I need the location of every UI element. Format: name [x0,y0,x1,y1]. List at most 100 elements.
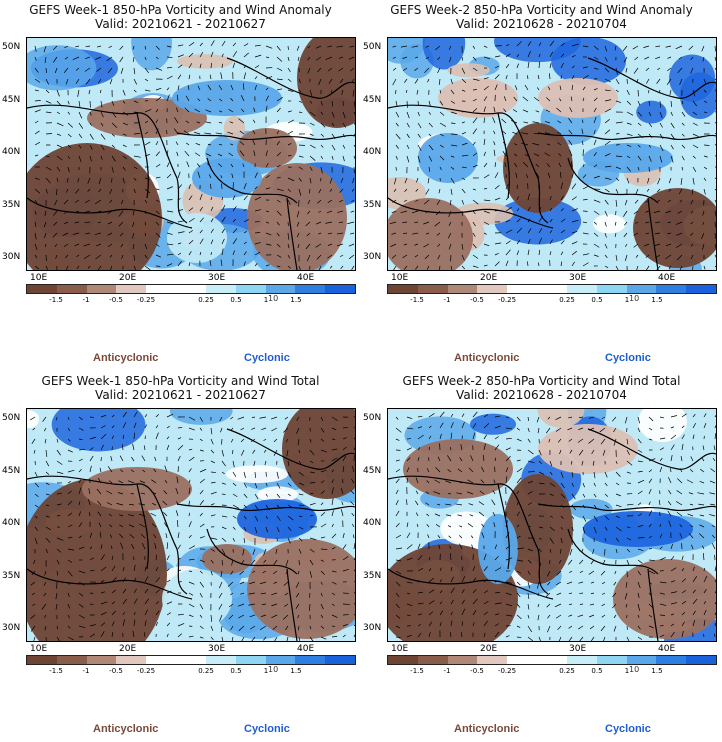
wind-arrow [188,207,194,212]
wind-arrow [538,42,542,47]
wind-arrow [331,100,334,107]
wind-arrow [417,602,424,605]
wind-arrow [633,210,639,215]
wind-arrow [582,97,585,102]
wind-arrow [132,630,135,638]
wind-arrow [53,210,58,216]
wind-arrow [111,435,114,440]
wind-arrow [43,221,47,228]
wind-arrow [601,592,606,595]
wind-arrow [89,155,92,162]
wind-arrow [527,427,530,433]
wind-arrow [122,89,126,96]
wind-arrow [703,609,707,616]
vorticity-field [388,409,716,641]
wind-arrow [273,559,278,566]
wind-arrow [714,188,716,191]
wind-arrow [218,85,223,91]
wind-arrow [426,480,430,484]
wind-arrow [417,122,422,129]
coastline [226,428,355,470]
wind-arrow [166,413,174,418]
wind-arrow [67,524,73,528]
lon-label: 20E [119,273,137,283]
colorbar-label: 1 [624,667,630,675]
wind-arrow [276,243,281,248]
wind-arrow [176,94,179,102]
wind-arrow [221,636,224,641]
wind-arrow [207,163,212,168]
wind-arrow [96,67,102,72]
wind-arrow [670,580,676,583]
wind-arrow [637,513,642,517]
wind-arrow [676,232,683,236]
wind-arrow [415,188,419,192]
wind-arrow [100,611,107,616]
wind-arrow [570,96,573,102]
wind-arrow [89,133,94,140]
wind-arrow [665,45,672,48]
wind-arrow [254,54,262,58]
wind-arrow [129,533,135,539]
wind-arrow [645,232,650,235]
wind-arrow [494,631,500,638]
vorticity-patch [202,544,252,574]
wind-arrow [32,603,36,606]
vorticity-patch [551,38,627,86]
wind-arrow [352,523,355,528]
wind-arrow [122,611,125,616]
wind-arrow [177,231,185,234]
wind-arrow [177,437,182,440]
wind-arrow [188,534,192,539]
wind-arrow [296,427,300,434]
wind-arrow [589,614,595,618]
vorticity-patch [418,133,478,183]
wind-arrow [287,493,291,497]
wind-arrow [549,504,554,507]
wind-arrow [210,503,215,506]
coastline [388,197,554,229]
wind-arrow [665,210,672,214]
wind-arrow [582,75,589,80]
wind-arrow [428,133,432,137]
colorbar-label: 1 [263,667,269,675]
wind-arrow [675,501,683,506]
wind-arrow [85,45,91,48]
wind-arrow [242,163,245,168]
wind-arrow [637,144,641,148]
wind-arrow [692,598,698,605]
wind-arrow [72,232,80,235]
wind-arrow [411,45,419,48]
wind-arrow [437,535,441,539]
wind-arrow [472,566,476,572]
wind-arrow [569,149,573,157]
wind-arrow [55,603,58,610]
wind-arrow [67,438,71,442]
wind-arrow [210,183,212,190]
wind-arrow [714,45,716,52]
wind-arrow [287,515,294,521]
wind-arrow [676,511,683,517]
wind-arrow [571,493,576,500]
wind-arrow [210,559,214,564]
wind-arrow [406,100,408,108]
wind-arrow [395,547,403,550]
wind-arrow [406,478,409,484]
wind-arrow [144,108,152,113]
wind-arrow [56,537,64,541]
wind-arrow [604,199,609,205]
lon-label: 20E [480,273,498,283]
wind-arrow [34,243,38,251]
wind-arrow [603,636,606,641]
wind-arrow [559,449,562,455]
wind-arrow [395,603,400,609]
wind-arrow [89,111,92,116]
wind-arrow [714,56,716,62]
wind-arrow [328,78,333,84]
wind-arrow [340,254,344,258]
wind-arrow [34,130,40,135]
wind-arrow [711,534,716,539]
wind-arrow [276,265,281,267]
wind-arrow [402,67,408,71]
colorbar-label: 0.5 [591,296,603,304]
